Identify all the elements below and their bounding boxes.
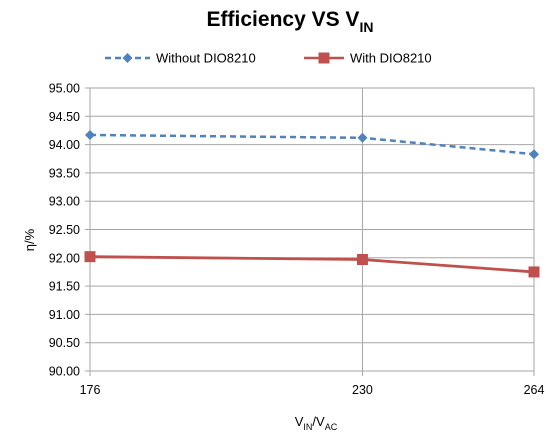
x-axis-title-v2: /V (312, 414, 325, 429)
legend-marker-with (318, 52, 330, 64)
y-tick-label: 94.50 (49, 110, 80, 124)
x-axis-title-sub2: AC (325, 422, 338, 432)
data-point (84, 251, 96, 263)
x-axis-title-v1: V (295, 414, 304, 429)
y-tick-label: 90.50 (49, 336, 80, 350)
chart-title-main: Efficiency VS V (207, 8, 360, 31)
x-tick-label: 176 (80, 383, 101, 397)
data-point (528, 266, 540, 278)
data-point (356, 253, 368, 265)
y-tick-label: 92.50 (49, 223, 80, 237)
legend-label-without: Without DIO8210 (156, 51, 256, 66)
y-tick-label: 91.00 (49, 308, 80, 322)
legend-item-without: Without DIO8210 (105, 51, 256, 66)
series-with (84, 251, 540, 278)
legend-marker-without (122, 53, 133, 63)
x-tick-labels: 176 230 264 (80, 383, 545, 397)
data-point (85, 129, 95, 140)
x-tick-label: 264 (524, 383, 545, 397)
y-tick-label: 92.00 (49, 251, 80, 265)
data-point (357, 132, 368, 143)
chart-title: Efficiency VS VIN (207, 8, 374, 35)
y-tick-label: 91.50 (49, 280, 80, 294)
legend-item-with: With DIO8210 (304, 51, 432, 66)
x-axis-title: VIN/VAC (295, 414, 338, 432)
legend: Without DIO8210 With DIO8210 (105, 51, 432, 66)
x-axis-title-sub1: IN (303, 422, 312, 432)
y-tick-label: 94.00 (49, 138, 80, 152)
y-tick-label: 93.50 (49, 166, 80, 180)
y-axis-title: η/% (22, 228, 37, 251)
y-tick-labels: 90.00 90.50 91.00 91.50 92.00 92.50 93.00 93.50… (49, 82, 80, 379)
legend-label-with: With DIO8210 (350, 51, 432, 66)
y-tick-label: 95.00 (49, 82, 80, 96)
x-tick-label: 230 (352, 383, 373, 397)
series-without (85, 129, 539, 160)
y-tick-label: 93.00 (49, 195, 80, 209)
data-point (529, 149, 539, 160)
series (84, 129, 540, 278)
y-tick-label: 90.00 (49, 365, 80, 379)
chart-title-subscript: IN (359, 19, 373, 35)
